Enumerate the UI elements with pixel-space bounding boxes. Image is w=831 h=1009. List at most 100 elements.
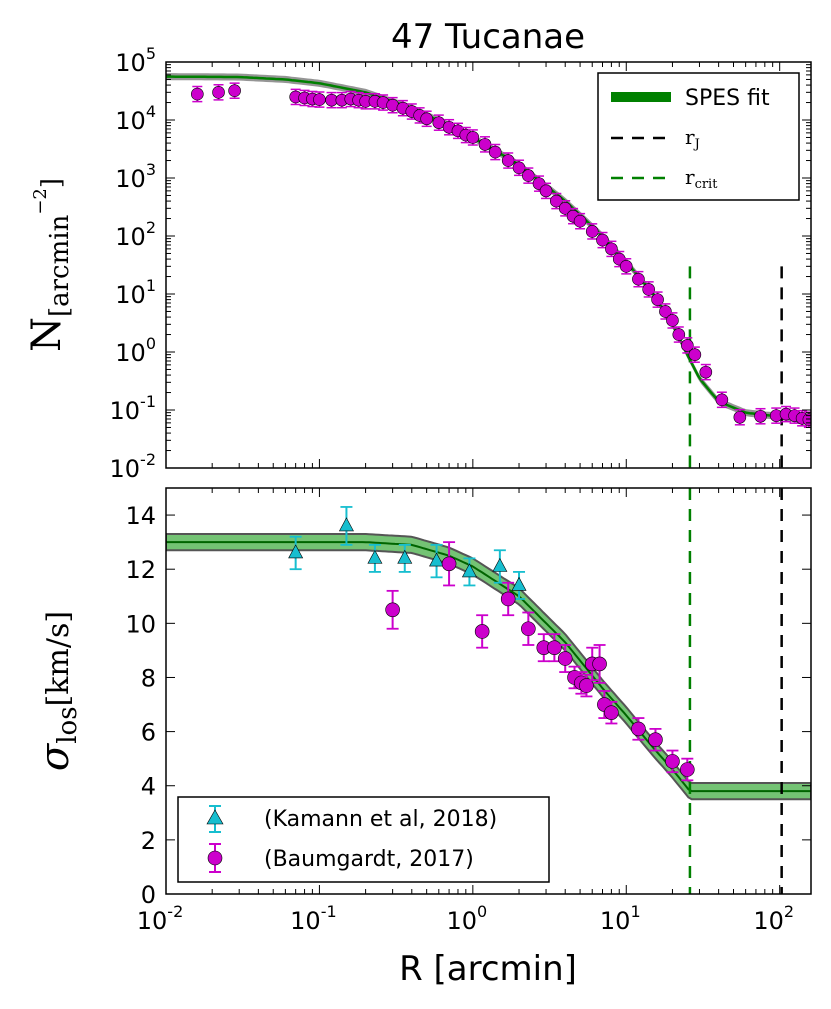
top-data-point <box>420 112 433 126</box>
top-data-point <box>699 365 713 379</box>
top-data-point <box>596 233 609 247</box>
baumgardt-data-point <box>680 762 695 777</box>
y-tick-label: 100 <box>115 334 156 367</box>
baumgardt-data-point <box>474 624 490 639</box>
y-tick-label: 103 <box>115 160 156 193</box>
y-tick-label: 101 <box>115 276 156 309</box>
x-axis-label: R [arcmin] <box>399 949 577 989</box>
y-tick-label: 8 <box>141 664 156 692</box>
y-tick-label: 4 <box>141 773 156 801</box>
top-data-point <box>681 339 694 352</box>
top-legend: SPES fit rJ rcrit <box>597 72 800 201</box>
kamann-data-point <box>288 544 304 559</box>
top-data-point <box>191 87 204 101</box>
y-tick-label: 102 <box>115 218 156 251</box>
y-tick-label: 12 <box>125 556 156 584</box>
baumgardt-data-point <box>592 656 607 672</box>
top-data-point <box>632 272 645 286</box>
legend-circle-marker <box>207 850 223 866</box>
bottom-y-tick-labels: 0 2 4 6 8 10 12 14 <box>125 502 156 909</box>
kamann-data-point <box>429 552 445 567</box>
kamann-data-point <box>511 576 527 591</box>
bottom-plot-area <box>166 488 811 894</box>
kamann-data-point <box>397 549 413 564</box>
bottom-legend: (Kamann et al, 2018) (Baumgardt, 2017) <box>177 796 550 883</box>
kamann-data-point <box>461 563 477 578</box>
bottom-legend-frame <box>177 796 550 883</box>
top-data-point <box>313 93 326 106</box>
top-data-point <box>754 409 767 423</box>
baumgardt-data-point <box>521 621 536 637</box>
y-tick-label: 14 <box>125 502 156 530</box>
baumgardt-data-point <box>665 754 680 769</box>
legend-rj-label: rJ <box>685 125 700 152</box>
top-panel: 10-2 10-1 100 101 102 103 104 105 N[arcmin−2] S… <box>24 44 812 483</box>
kamann-data-point <box>338 517 354 532</box>
bottom-y-axis-label: σlos[km/s] <box>32 611 83 771</box>
y-tick-label: 105 <box>115 44 156 77</box>
bottom-fit-band <box>166 533 811 801</box>
y-tick-label: 6 <box>141 719 156 747</box>
baumgardt-data-point <box>547 640 562 655</box>
top-data-point <box>466 131 480 144</box>
y-tick-label: 10 <box>125 610 156 638</box>
bottom-panel: 0 2 4 6 8 10 12 14 10-2 10-1 100 101 102 σlos[km/s]… <box>32 487 812 989</box>
baumgardt-data-point <box>579 678 594 693</box>
legend-triangle-marker <box>206 809 224 825</box>
baumgardt-data-point <box>385 602 400 618</box>
legend-rcrit-label: rcrit <box>685 165 718 192</box>
kamann-data-point <box>367 549 383 564</box>
top-y-axis-label: N[arcmin−2] <box>24 178 75 352</box>
bottom-x-tick-labels: 10-2 10-1 100 101 102 <box>137 902 794 935</box>
top-data-point <box>488 145 502 159</box>
x-tick-label: 100 <box>446 902 487 935</box>
top-plot-area <box>166 73 811 468</box>
y-tick-label: 0 <box>141 881 156 909</box>
top-data-point <box>573 214 587 228</box>
baumgardt-data-point <box>441 556 457 572</box>
x-tick-label: 101 <box>600 902 641 935</box>
top-data-point <box>478 138 492 151</box>
top-y-tick-labels: 10-2 10-1 100 101 102 103 104 105 <box>110 44 157 483</box>
top-data-point <box>651 293 664 306</box>
bottom-axes-frame <box>165 487 812 895</box>
top-data-point <box>619 260 633 273</box>
baumgardt-data-point <box>557 651 573 666</box>
legend-spes-label: SPES fit <box>685 86 770 111</box>
top-axes-frame <box>165 61 812 469</box>
legend-baumgardt-label: (Baumgardt, 2017) <box>264 847 474 872</box>
baumgardt-data-point <box>604 705 619 720</box>
y-tick-label: 10-2 <box>110 450 157 483</box>
y-tick-label: 2 <box>141 827 156 855</box>
x-tick-label: 10-1 <box>290 902 337 935</box>
top-data-point <box>672 328 686 341</box>
top-data-point <box>539 184 553 198</box>
top-data-point <box>688 348 702 361</box>
y-tick-label: 104 <box>115 102 156 135</box>
top-data-point <box>212 86 225 99</box>
svg-text:N[arcmin−2]: N[arcmin−2] <box>24 178 75 352</box>
baumgardt-data-point <box>631 721 646 737</box>
top-data-point <box>715 393 729 407</box>
x-tick-label: 10-2 <box>137 902 184 935</box>
top-data-point <box>666 314 679 327</box>
top-data-point <box>733 410 747 424</box>
top-data-point <box>585 225 599 238</box>
top-data-point <box>228 84 241 98</box>
top-data-point <box>501 154 515 167</box>
bottom-fit-line <box>166 541 811 793</box>
top-data-point <box>522 169 535 182</box>
chart-title: 47 Tucanae <box>391 17 585 57</box>
x-tick-label: 102 <box>753 902 794 935</box>
top-data-point <box>642 283 655 296</box>
bottom-ticks <box>165 488 811 895</box>
svg-text:σlos[km/s]: σlos[km/s] <box>32 611 83 771</box>
top-ticks <box>165 61 811 469</box>
baumgardt-data-point <box>500 591 516 607</box>
legend-kamann-label: (Kamann et al, 2018) <box>264 807 497 832</box>
top-data-point <box>659 305 672 318</box>
top-data-point <box>605 242 618 256</box>
kamann-data-point <box>492 557 508 572</box>
baumgardt-data-point <box>648 732 663 748</box>
